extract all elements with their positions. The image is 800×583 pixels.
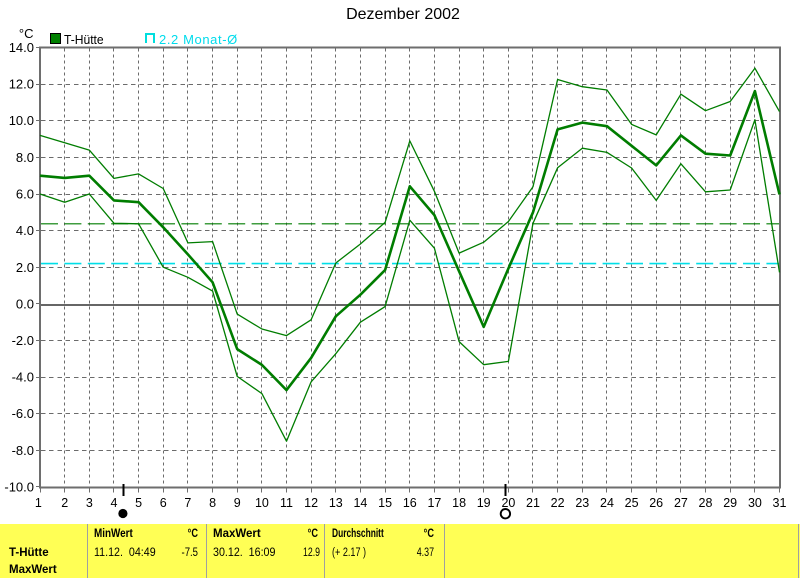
svg-text:17: 17 <box>427 496 441 510</box>
svg-text:16: 16 <box>403 496 417 510</box>
svg-text:-2.0: -2.0 <box>12 333 34 348</box>
svg-text:8.0: 8.0 <box>16 150 34 165</box>
svg-text:14: 14 <box>353 496 367 510</box>
svg-text:18: 18 <box>452 496 466 510</box>
svg-text:12.0: 12.0 <box>9 77 34 92</box>
svg-text:28: 28 <box>699 496 713 510</box>
svg-text:30: 30 <box>748 496 762 510</box>
svg-text:29: 29 <box>723 496 737 510</box>
svg-text:12: 12 <box>304 496 318 510</box>
svg-text:7: 7 <box>184 496 191 510</box>
svg-text:27: 27 <box>674 496 688 510</box>
svg-text:20: 20 <box>501 496 515 510</box>
svg-text:-10.0: -10.0 <box>4 480 34 495</box>
svg-text:4: 4 <box>111 496 118 510</box>
svg-text:9: 9 <box>234 496 241 510</box>
svg-text:26: 26 <box>649 496 663 510</box>
svg-text:2.0: 2.0 <box>16 260 34 275</box>
svg-text:13: 13 <box>329 496 343 510</box>
svg-text:24: 24 <box>600 496 614 510</box>
svg-text:5: 5 <box>135 496 142 510</box>
svg-text:-4.0: -4.0 <box>12 370 34 385</box>
svg-text:1: 1 <box>35 496 42 510</box>
svg-text:31: 31 <box>773 496 787 510</box>
svg-text:19: 19 <box>477 496 491 510</box>
svg-text:8: 8 <box>209 496 216 510</box>
svg-text:6.0: 6.0 <box>16 187 34 202</box>
svg-text:25: 25 <box>625 496 639 510</box>
svg-text:23: 23 <box>575 496 589 510</box>
svg-text:10: 10 <box>255 496 269 510</box>
svg-text:°C: °C <box>19 26 34 41</box>
svg-text:6: 6 <box>160 496 167 510</box>
svg-text:-8.0: -8.0 <box>12 443 34 458</box>
svg-text:2: 2 <box>61 496 68 510</box>
svg-text:4.0: 4.0 <box>16 223 34 238</box>
svg-text:3: 3 <box>86 496 93 510</box>
svg-text:10.0: 10.0 <box>9 113 34 128</box>
svg-text:0.0: 0.0 <box>16 296 34 311</box>
svg-text:15: 15 <box>378 496 392 510</box>
svg-text:22: 22 <box>551 496 565 510</box>
svg-text:11: 11 <box>280 496 293 510</box>
svg-text:14.0: 14.0 <box>9 40 34 55</box>
svg-text:-6.0: -6.0 <box>12 406 34 421</box>
svg-text:21: 21 <box>526 496 540 510</box>
